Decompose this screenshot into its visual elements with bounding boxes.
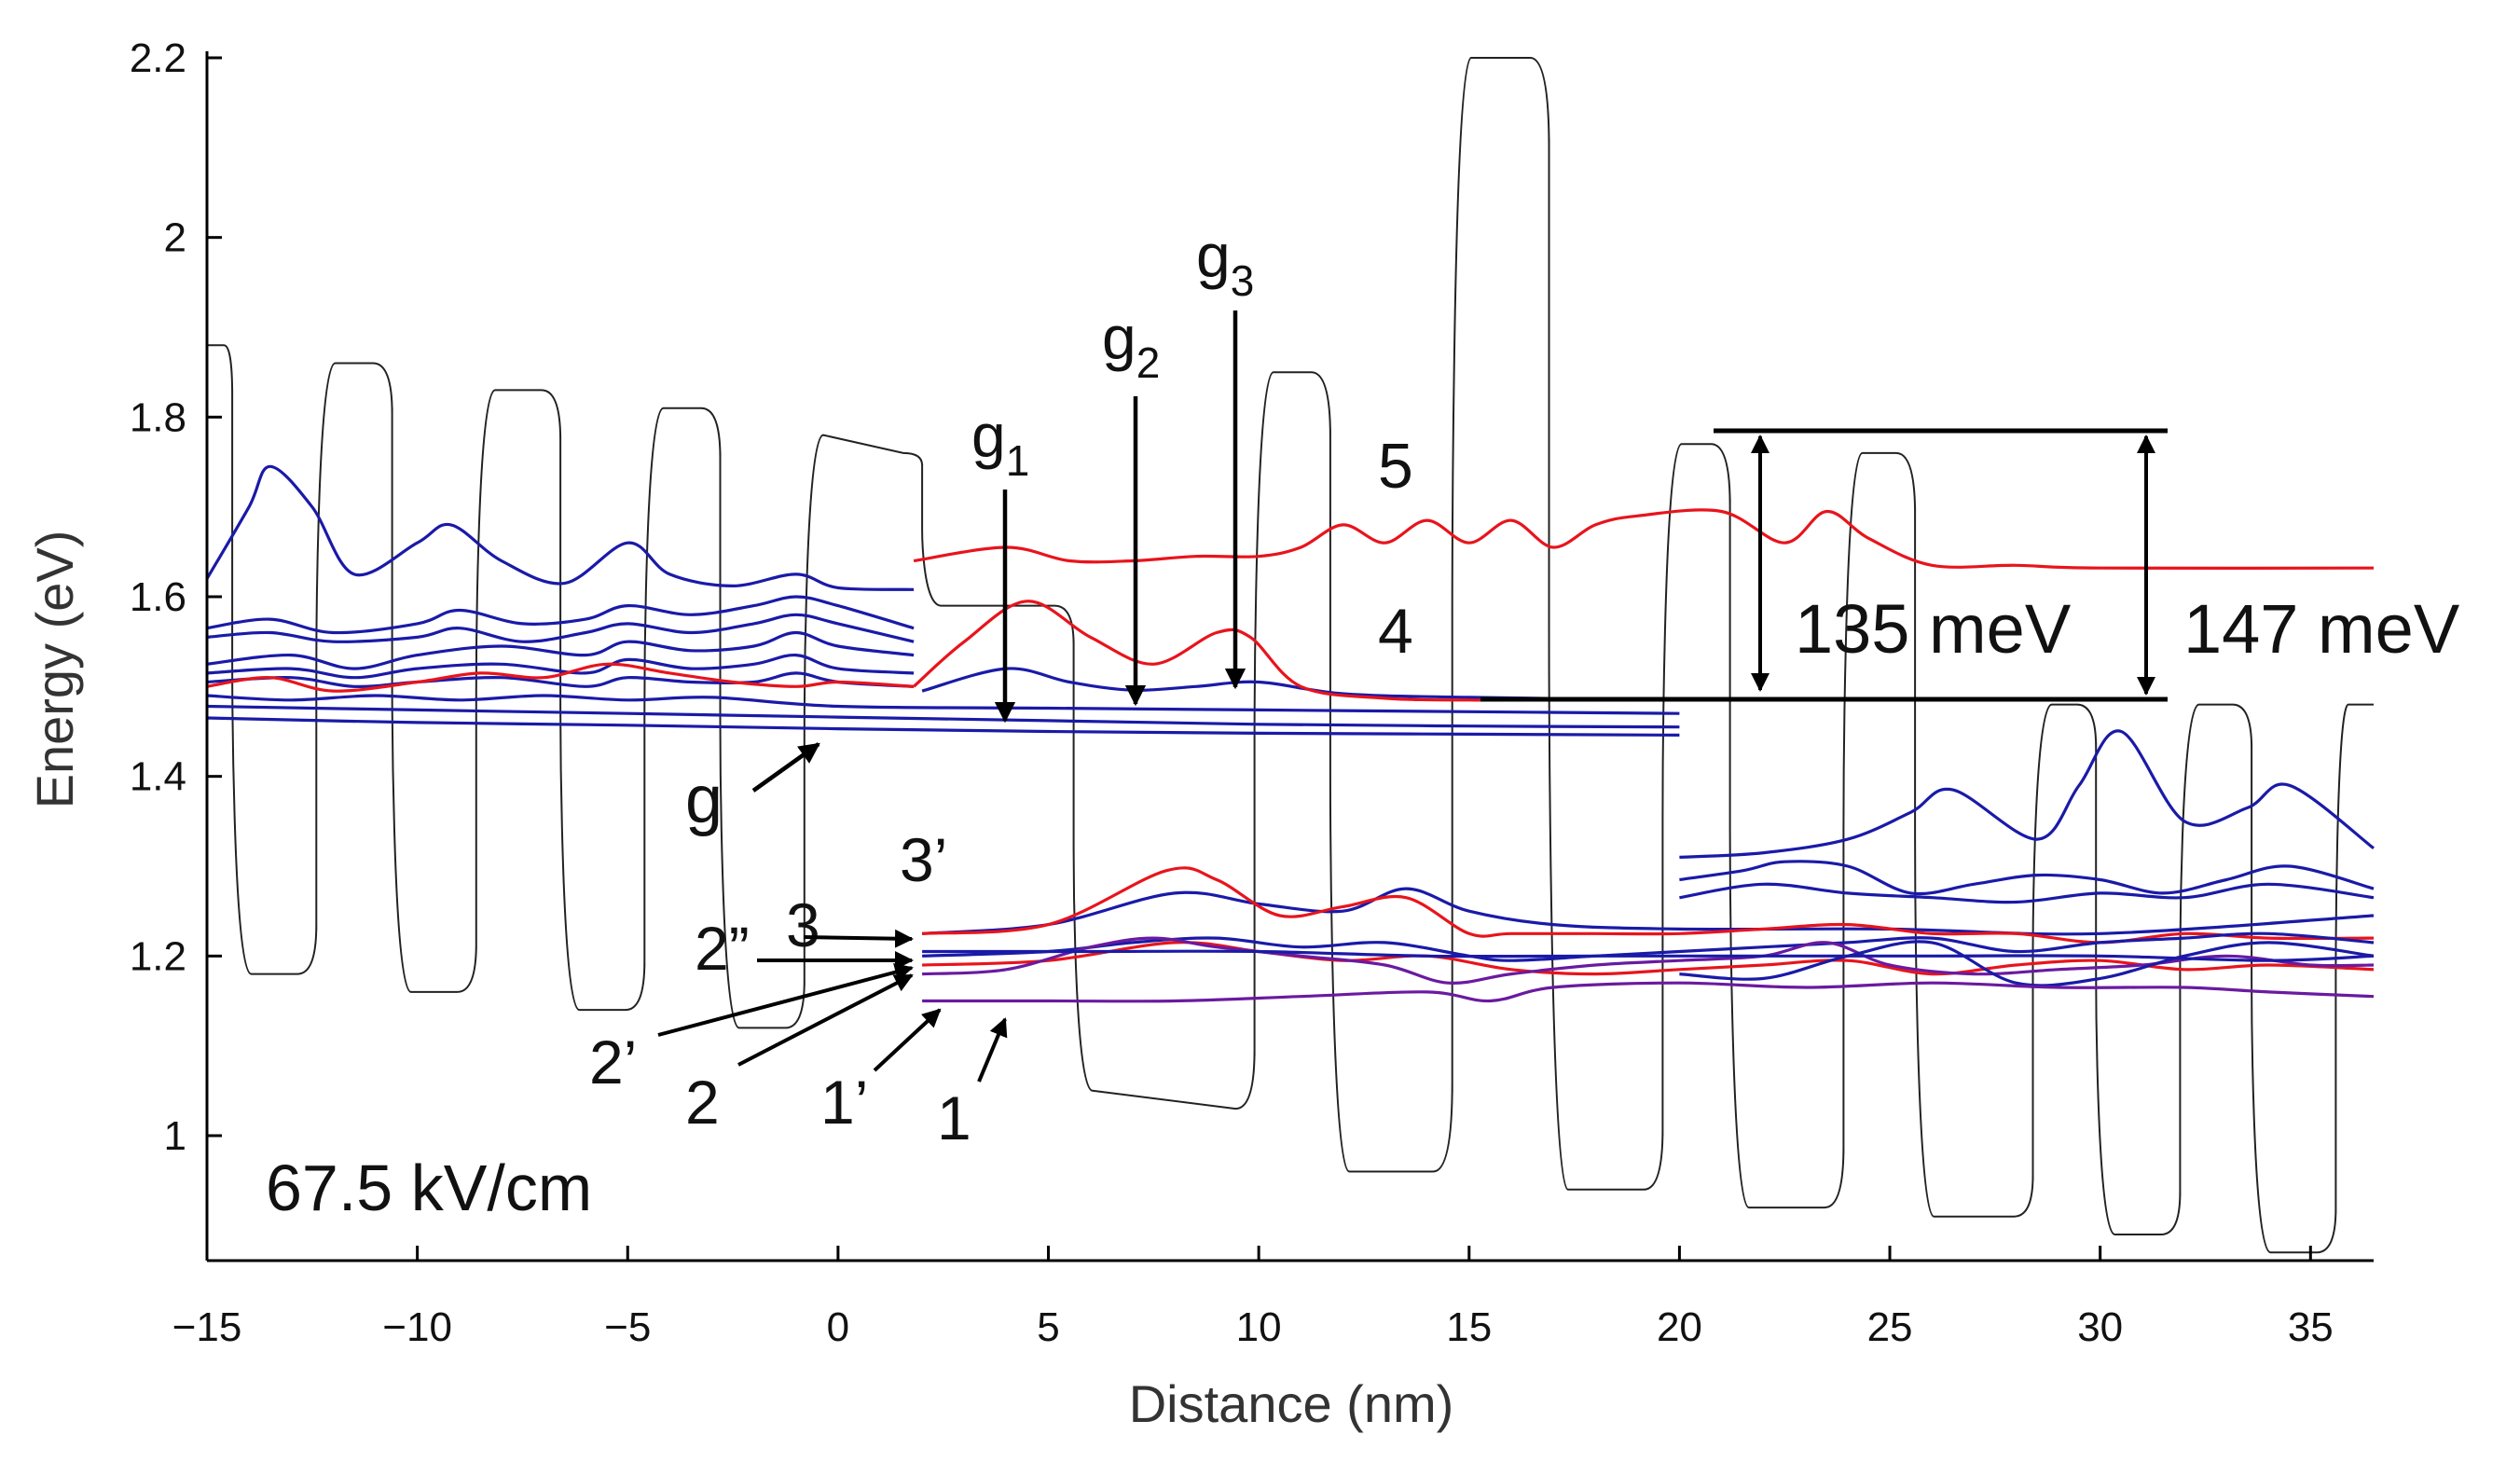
label-level-1: 1 [937,1083,971,1152]
series-mid-blue-b [922,931,2375,962]
x-tick-label: 10 [1236,1304,1282,1350]
arrow-level-1p [873,1008,942,1072]
label-level-3: 3 [786,890,820,959]
series-bottom-purple [922,981,2375,1003]
x-tick-label: 0 [827,1304,849,1350]
arrow-level-2 [737,973,914,1067]
series-left-red [206,662,915,693]
label-g: g [685,763,723,837]
x-tick-label: 15 [1446,1304,1492,1350]
x-axis-title: Distance (nm) [1129,1374,1454,1433]
series-left-blue-2 [206,595,915,635]
series-right-blue-1 [1679,729,2375,859]
x-tick-label: −15 [172,1304,242,1350]
series-right-blue-2 [1679,860,2375,896]
label-level-5: 5 [1378,431,1413,502]
series-mid-purple-a [922,936,2375,985]
series-mid-red-b [922,941,2375,976]
x-tick-label: 35 [2288,1304,2334,1350]
label-g1: g1 [971,401,1029,485]
arrow-level-2p [657,962,914,1037]
y-tick-label: 1.4 [130,754,186,800]
series-left-blue-1 [205,464,915,591]
x-tick-label: −5 [604,1304,651,1350]
label-147meV: 147 meV [2183,590,2460,668]
x-tick-label: 30 [2077,1304,2123,1350]
series-left-blue-3 [206,613,915,643]
series-right-blue-3 [1679,882,2375,904]
series-red-5 [913,508,2375,571]
series-g-blue [921,667,1680,702]
label-level-1p: 1’ [820,1068,868,1137]
arrow-level-3 [803,929,914,948]
series-ground-blue-3 [206,716,1680,737]
x-tick-label: 20 [1657,1304,1702,1350]
series-mid-blue-c [922,949,2375,962]
series-left-blue-6 [206,671,915,688]
arrow-level-1 [977,1017,1008,1083]
y-tick-label: 1.2 [130,933,186,979]
series-ground-blue-2 [206,704,1680,729]
series-ground-blue-1 [206,694,1680,715]
y-tick-label: 1 [164,1113,186,1159]
y-tick-label: 1.8 [130,394,186,440]
label-135meV: 135 meV [1795,590,2072,668]
plot-area [205,57,2375,1254]
annotations: 67.5 kV/cm g g1 g2 g3 5 4 135 meV 147 meV 3’ 3 2” 2’… [266,221,2460,1224]
y-tick-label: 2 [164,215,186,261]
label-g3: g3 [1196,221,1254,305]
series-mid-blue-d [1679,940,2375,987]
y-tick-label: 1.6 [130,574,186,620]
x-tick-label: 25 [1867,1304,1913,1350]
arrow-g [751,742,820,793]
label-level-4: 4 [1378,596,1413,667]
field-label: 67.5 kV/cm [266,1152,592,1224]
y-tick-label: 2.2 [130,35,186,81]
label-g2: g2 [1102,303,1160,387]
label-level-2pp: 2” [695,914,750,983]
label-level-2p: 2’ [589,1028,637,1096]
label-level-2: 2 [685,1068,720,1137]
x-tick-label: 5 [1037,1304,1059,1350]
series-left-blue-5 [206,653,915,680]
series-left-blue-4 [206,630,915,670]
label-level-3p: 3’ [900,825,947,894]
y-axis-title: Energy (eV) [25,531,84,809]
potential-profile-line [207,57,2374,1254]
x-tick-label: −10 [382,1304,452,1350]
